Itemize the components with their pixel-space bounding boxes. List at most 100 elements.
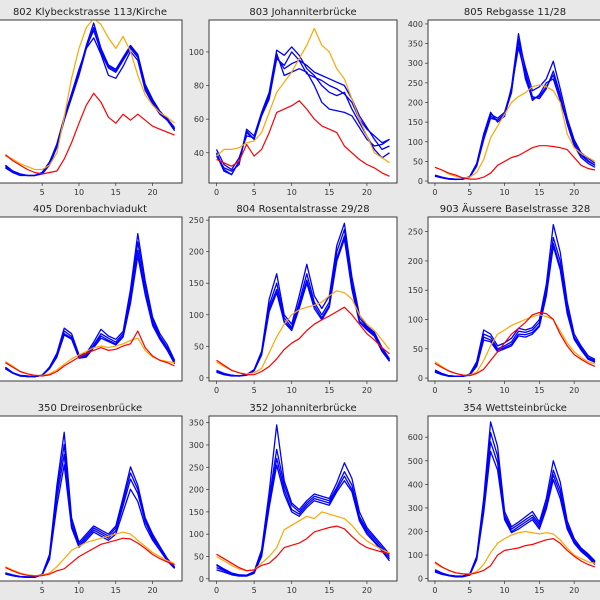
plot-area (5, 233, 176, 378)
panel-title-350-dreirosenbrucke: 350 Dreirosenbrücke (38, 403, 142, 414)
y-tick-label: 200 (189, 248, 204, 257)
y-tick-label: 100 (189, 48, 204, 57)
plot-area (434, 33, 596, 181)
y-tick-label: 600 (408, 433, 423, 442)
y-tick-label: 0 (418, 177, 423, 186)
series-line-weekend (434, 311, 596, 377)
x-tick-label: 0 (214, 386, 219, 395)
y-tick-label: 100 (408, 138, 423, 147)
y-tick-label: 200 (408, 528, 423, 537)
axes-frame (0, 216, 183, 382)
series-line-weekend (5, 537, 175, 577)
series-line-weekend (216, 100, 390, 177)
y-tick-label: 300 (408, 504, 423, 513)
chart-panel-1: 5 10 15 20 802 Klybeckstrasse 113/Kirche (0, 7, 183, 197)
y-tick-label: 50 (413, 157, 423, 166)
y-tick-label: 150 (189, 279, 204, 288)
x-tick-label: 0 (214, 188, 219, 197)
series-line-average (216, 27, 390, 164)
plot-area (216, 222, 391, 377)
series-line-weekend (216, 525, 390, 572)
x-tick-label: 0 (432, 586, 437, 595)
y-tick-label: 400 (408, 20, 423, 29)
axes-frame (0, 19, 183, 184)
series-line-weekday-4 (4, 29, 176, 177)
axes-frame (427, 216, 600, 382)
series-line-weekday-4 (434, 245, 596, 377)
axes-frame (208, 19, 398, 184)
x-tick-label: 10 (287, 586, 297, 595)
panel-title-903-aussere-baselstrasse-328: 903 Äussere Baselstrasse 328 (440, 202, 591, 215)
y-tick-label: 150 (408, 286, 423, 295)
y-tick-label: 100 (408, 551, 423, 560)
x-tick-label: 15 (534, 188, 544, 197)
axes-frame (427, 19, 600, 184)
y-tick-label: 80 (194, 82, 204, 91)
axes-background (0, 216, 183, 382)
chart-panel-2: 0 5 10 15 20 40 60 80 100 803 Johanniterbrücke (189, 7, 398, 197)
chart-panel-7: 5 10 15 20 350 Dreirosenbrücke (0, 403, 183, 595)
y-tick-label: 250 (408, 228, 423, 237)
panel-title-352-johanniterbrucke: 352 Johanniterbrücke (249, 403, 356, 414)
y-tick-label: 250 (189, 463, 204, 472)
plot-area (434, 223, 596, 377)
x-tick-label: 0 (432, 386, 437, 395)
x-tick-label: 15 (111, 586, 121, 595)
x-tick-label: 20 (362, 386, 372, 395)
y-tick-label: 250 (408, 79, 423, 88)
x-tick-label: 15 (534, 586, 544, 595)
axes-background (208, 216, 398, 382)
plot-area (215, 27, 390, 177)
x-tick-label: 20 (362, 188, 372, 197)
y-tick-label: 200 (408, 98, 423, 107)
x-tick-label: 15 (111, 188, 121, 197)
x-tick-label: 20 (569, 188, 579, 197)
x-tick-label: 20 (362, 586, 372, 595)
axes-background (427, 19, 600, 184)
y-tick-label: 100 (408, 316, 423, 325)
x-tick-label: 20 (147, 586, 157, 595)
y-tick-label: 250 (189, 216, 204, 225)
plot-area (216, 424, 391, 577)
x-tick-label: 10 (499, 386, 509, 395)
y-tick-label: 0 (199, 374, 204, 383)
x-tick-label: 15 (324, 188, 334, 197)
x-tick-label: 20 (569, 386, 579, 395)
axes-background (208, 19, 398, 184)
axes-frame (427, 415, 600, 582)
x-tick-label: 10 (74, 188, 84, 197)
axes-frame (208, 216, 398, 382)
x-tick-label: 20 (147, 188, 157, 197)
x-tick-label: 5 (467, 386, 472, 395)
y-tick-label: 50 (413, 345, 423, 354)
x-tick-label: 0 (214, 586, 219, 595)
chart-panel-4: 405 Dorenbachviadukt (0, 204, 183, 382)
y-tick-label: 350 (408, 40, 423, 49)
y-tick-label: 200 (408, 257, 423, 266)
series-line-weekend (216, 306, 390, 376)
series-line-weekend (434, 537, 596, 576)
x-tick-label: 10 (287, 188, 297, 197)
series-line-weekday-4 (216, 238, 391, 377)
axes-background (427, 216, 600, 382)
y-tick-label: 100 (189, 311, 204, 320)
x-tick-label: 15 (324, 386, 334, 395)
panel-title-804-rosentalstrasse-29-28: 804 Rosentalstrasse 29/28 (236, 204, 369, 215)
axes-frame (208, 415, 398, 582)
x-tick-label: 20 (569, 586, 579, 595)
x-tick-label: 15 (534, 386, 544, 395)
series-line-weekend (5, 92, 175, 175)
x-tick-label: 5 (252, 188, 257, 197)
y-tick-label: 0 (199, 575, 204, 584)
y-tick-label: 350 (189, 419, 204, 428)
plot-area (4, 20, 176, 177)
x-tick-label: 5 (467, 586, 472, 595)
y-tick-label: 0 (418, 374, 423, 383)
x-tick-label: 5 (252, 586, 257, 595)
panel-title-803-johanniterbrucke: 803 Johanniterbrücke (249, 7, 356, 18)
